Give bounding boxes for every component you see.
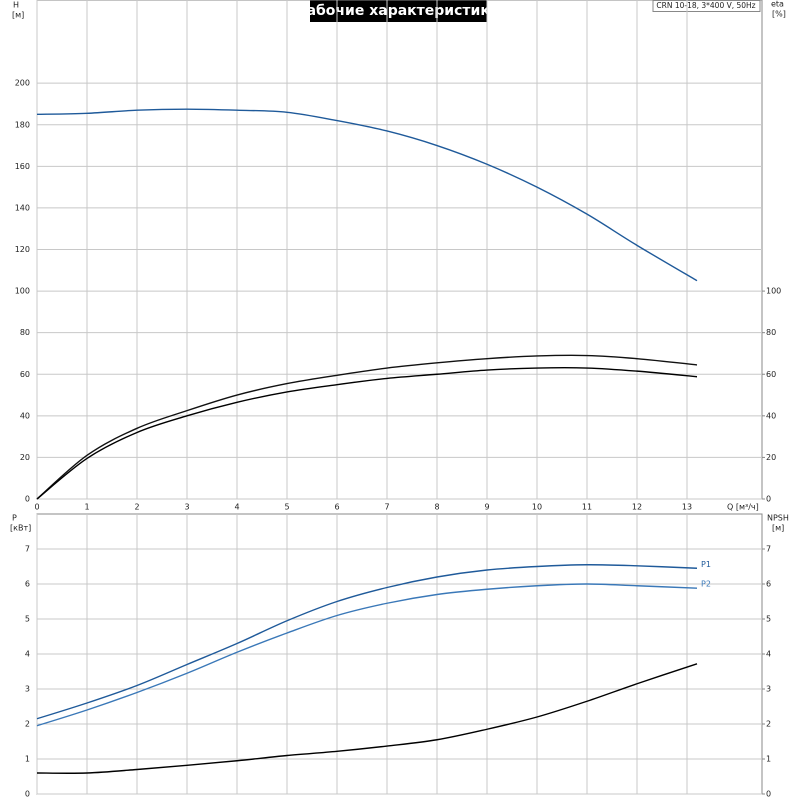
y-tick-label: 6 (25, 580, 30, 589)
y-tick-label: 180 (15, 120, 30, 129)
y-tick-label: 60 (20, 370, 30, 379)
x-tick-label: 10 (532, 503, 542, 512)
y-tick-label: 80 (20, 328, 30, 337)
y-tick-label: 120 (15, 245, 30, 254)
y-axis-label: P (12, 514, 17, 523)
curve (36, 583, 698, 727)
y2-tick-label: 2 (766, 720, 771, 729)
y2-tick-label: 4 (766, 650, 771, 659)
y-tick-label: 3 (25, 685, 30, 694)
y-tick-label: 5 (25, 615, 30, 624)
y2-axis-label: eta (771, 0, 784, 9)
y2-tick-label: 20 (766, 453, 776, 462)
x-tick-label: 0 (34, 503, 39, 512)
y-tick-label: 1 (25, 755, 30, 764)
y2-tick-label: 80 (766, 328, 776, 337)
curve (36, 663, 698, 774)
y-tick-label: 40 (20, 411, 30, 420)
y-tick-label: 0 (25, 790, 30, 799)
x-tick-label: 12 (632, 503, 642, 512)
y2-axis-unit: [м] (772, 524, 784, 533)
y-axis-unit: [кВт] (10, 524, 31, 533)
y-axis-label: H (13, 1, 19, 10)
y-tick-label: 20 (20, 453, 30, 462)
y2-tick-label: 5 (766, 615, 771, 624)
curve (36, 564, 698, 720)
curve (36, 354, 698, 500)
x-tick-label: 13 (682, 503, 692, 512)
y2-tick-label: 60 (766, 370, 776, 379)
x-tick-label: 2 (134, 503, 139, 512)
x-tick-label: 3 (184, 503, 189, 512)
y2-tick-label: 3 (766, 685, 771, 694)
y-tick-label: 100 (15, 287, 30, 296)
subtitle: CRN 10-18, 3*400 V, 50Hz (656, 1, 755, 10)
y2-axis-unit: [%] (772, 10, 786, 19)
x-axis-label: Q [м³/ч] (727, 503, 759, 512)
y-tick-label: 160 (15, 162, 30, 171)
y-tick-label: 4 (25, 650, 30, 659)
y-tick-label: 7 (25, 545, 30, 554)
x-tick-label: 6 (334, 503, 339, 512)
x-tick-label: 7 (384, 503, 389, 512)
y-tick-label: 200 (15, 79, 30, 88)
y-tick-label: 0 (25, 495, 30, 504)
legend-label: P2 (701, 580, 711, 589)
x-tick-label: 11 (582, 503, 592, 512)
y2-tick-label: 6 (766, 580, 771, 589)
x-tick-label: 5 (284, 503, 289, 512)
y2-axis-label: NPSH (767, 514, 789, 523)
curve (36, 108, 698, 282)
x-tick-label: 8 (434, 503, 439, 512)
plots: 0 1 2 3 4 5 6 7 8 9 10 11 12 130204060801001201401601… (15, 0, 781, 799)
y-axis-unit: [м] (12, 11, 24, 20)
y2-tick-label: 0 (766, 495, 771, 504)
y2-tick-label: 100 (766, 287, 781, 296)
chart-title: Рабочие характеристики (296, 3, 499, 19)
y2-tick-label: 1 (766, 755, 771, 764)
x-tick-label: 9 (484, 503, 489, 512)
x-tick-label: 4 (234, 503, 239, 512)
y-tick-label: 2 (25, 720, 30, 729)
y2-tick-label: 40 (766, 411, 776, 420)
legend-label: P1 (701, 560, 711, 569)
x-tick-label: 1 (84, 503, 89, 512)
curve (36, 366, 698, 500)
y2-tick-label: 0 (766, 790, 771, 799)
y-tick-label: 140 (15, 203, 30, 212)
y2-tick-label: 7 (766, 545, 771, 554)
title-box (310, 0, 487, 22)
